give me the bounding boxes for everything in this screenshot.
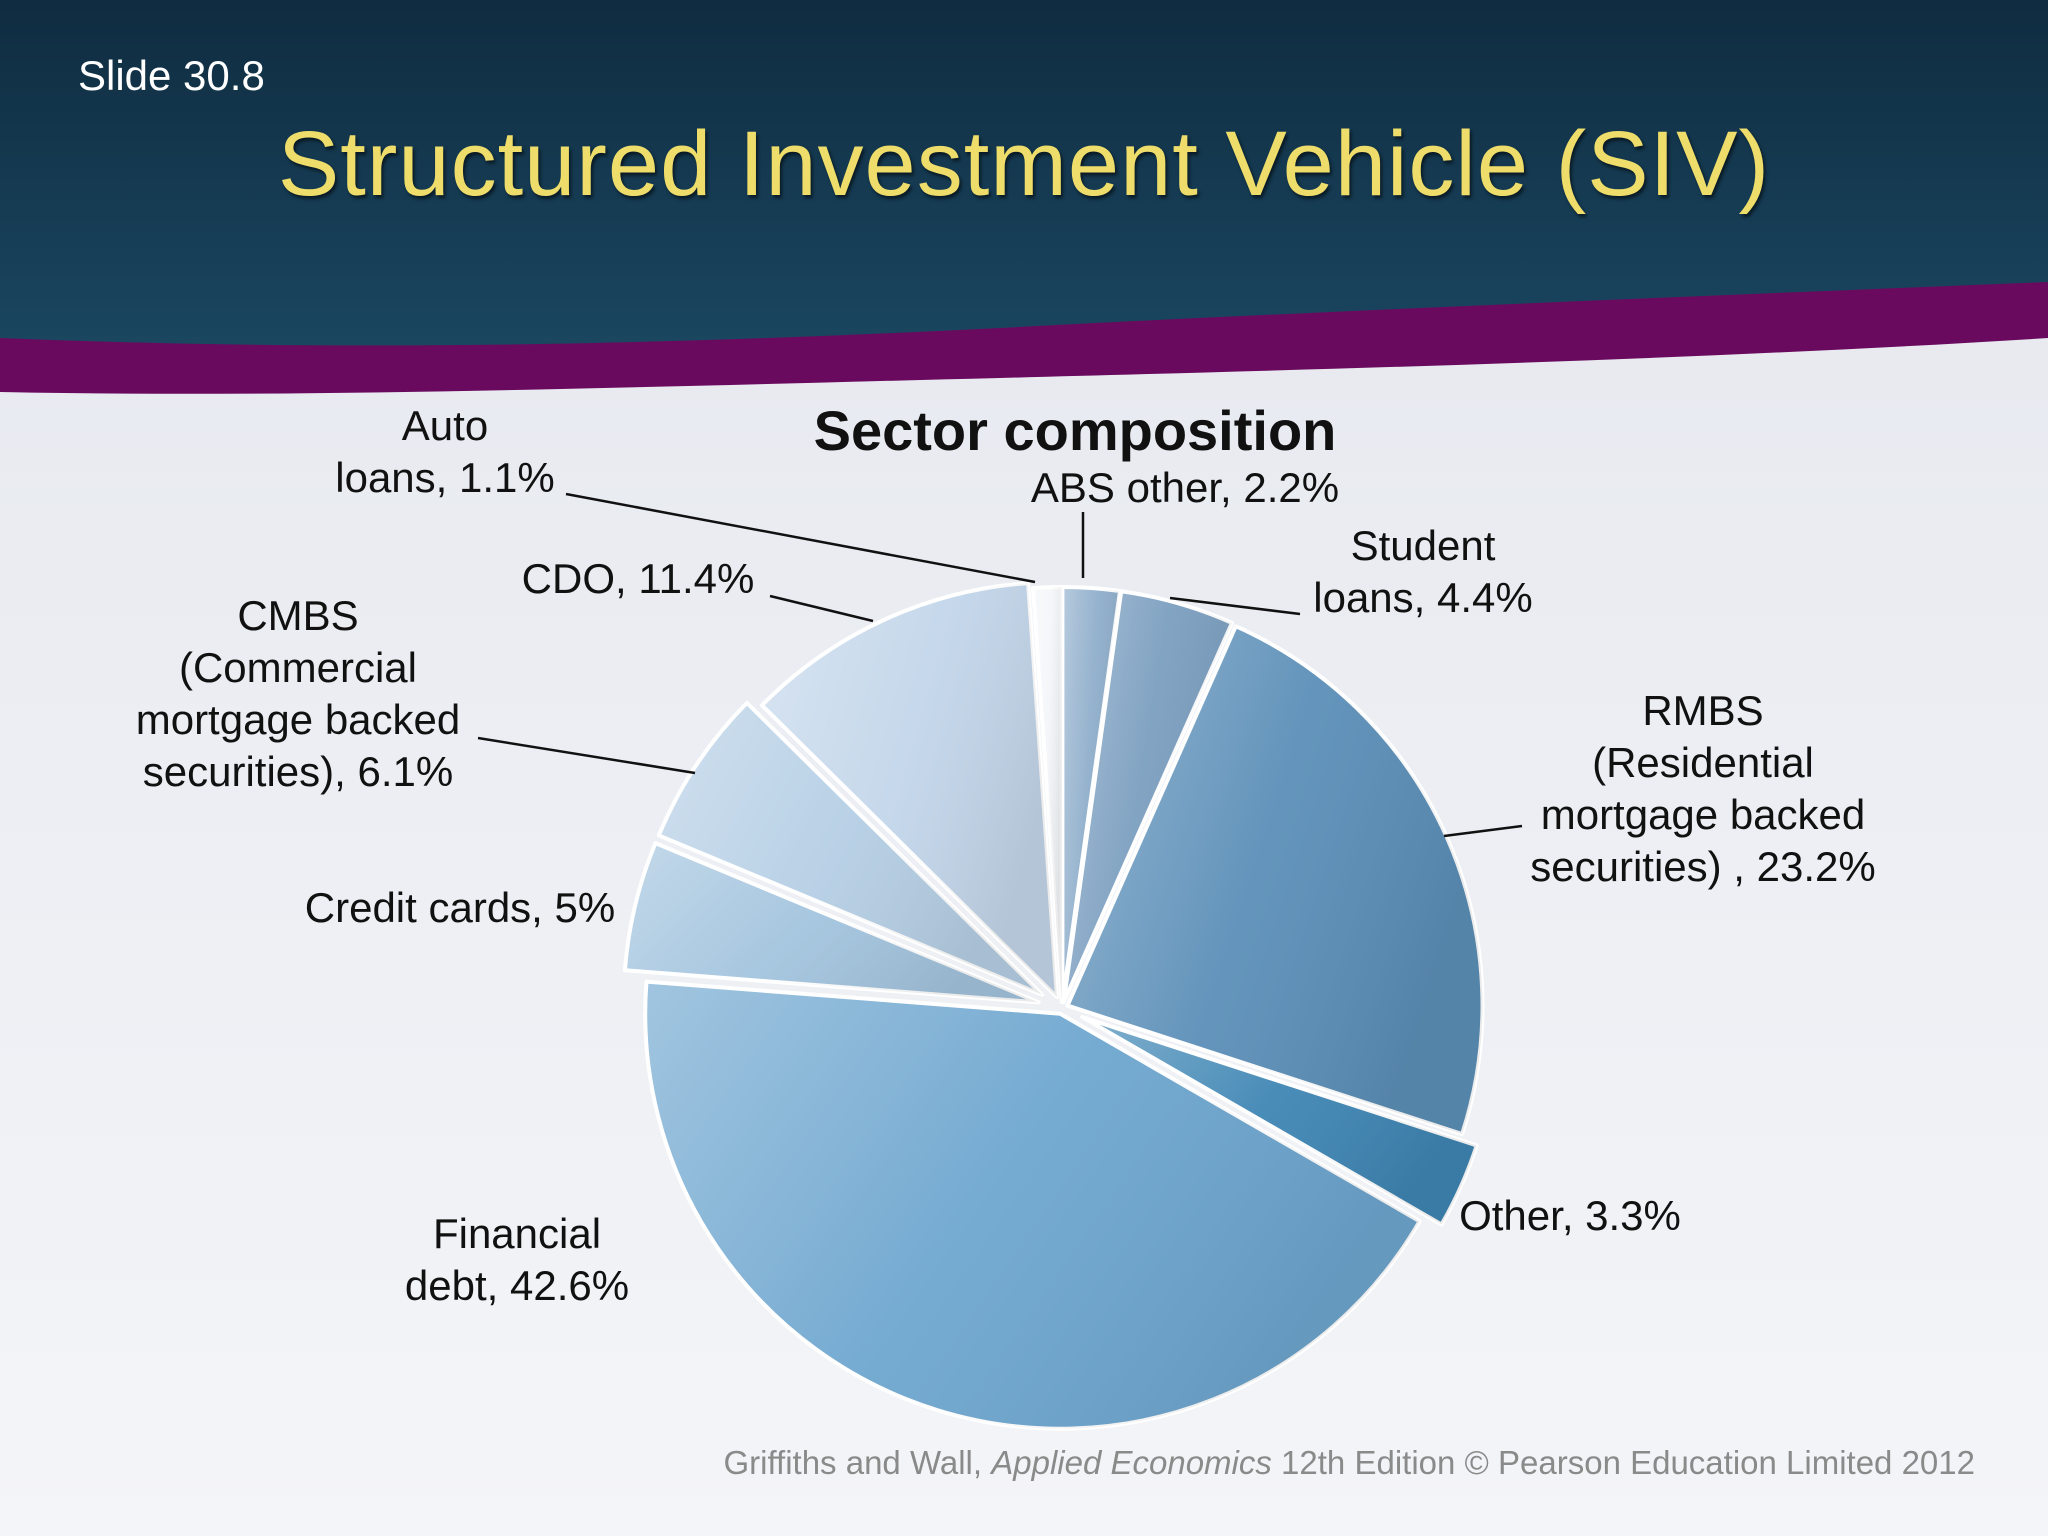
slide-number: Slide 30.8 <box>78 52 265 99</box>
pie-slice-sheen <box>761 583 1057 998</box>
slice-label: CDO, 11.4% <box>522 555 755 602</box>
footer-book-title: Applied Economics <box>991 1444 1272 1481</box>
slice-label: Other, 3.3% <box>1459 1192 1681 1239</box>
pie-slice-sheen <box>1063 591 1232 1003</box>
footer-edition: 12th Edition © Pearson Education Limited… <box>1271 1444 1975 1481</box>
slice-label: ABS other, 2.2% <box>1031 464 1339 511</box>
pie-slice-sheen <box>1082 1016 1477 1225</box>
leader-line <box>1169 596 1301 616</box>
slice-label: Student loans, 4.4% <box>1313 522 1532 621</box>
slice-label: Credit cards, 5% <box>305 884 615 931</box>
slide-title: Structured Investment Vehicle (SIV) <box>277 113 1771 215</box>
slice-label: Auto loans, 1.1% <box>335 402 554 501</box>
pie-chart <box>622 581 1485 1431</box>
pie-slice-sheen <box>658 702 1043 995</box>
pie-slice-sheen <box>645 981 1420 1429</box>
pie-slice-sheen <box>1067 626 1483 1135</box>
chart-title: Sector composition <box>814 399 1337 462</box>
footer-credit: Griffiths and Wall, Applied Economics 12… <box>723 1444 1975 1482</box>
leader-lines <box>477 492 1523 838</box>
leader-line <box>769 594 874 623</box>
leader-line <box>1443 824 1523 838</box>
pie-slice-sheen <box>1032 587 1062 1003</box>
header-background <box>0 0 2048 346</box>
footer-authors: Griffiths and Wall, <box>723 1444 992 1481</box>
leader-line <box>477 736 696 775</box>
pie-slice-sheen <box>624 843 1039 1003</box>
slice-labels: ABS other, 2.2% Student loans, 4.4% RMBS (Re… <box>136 402 1876 1309</box>
slice-label: Financial debt, 42.6% <box>405 1210 629 1309</box>
leader-line <box>565 492 1036 584</box>
slice-label: CMBS (Commercial mortgage backed securities… <box>136 592 461 795</box>
slice-label: RMBS (Residential mortgage backed securitie… <box>1530 687 1875 890</box>
